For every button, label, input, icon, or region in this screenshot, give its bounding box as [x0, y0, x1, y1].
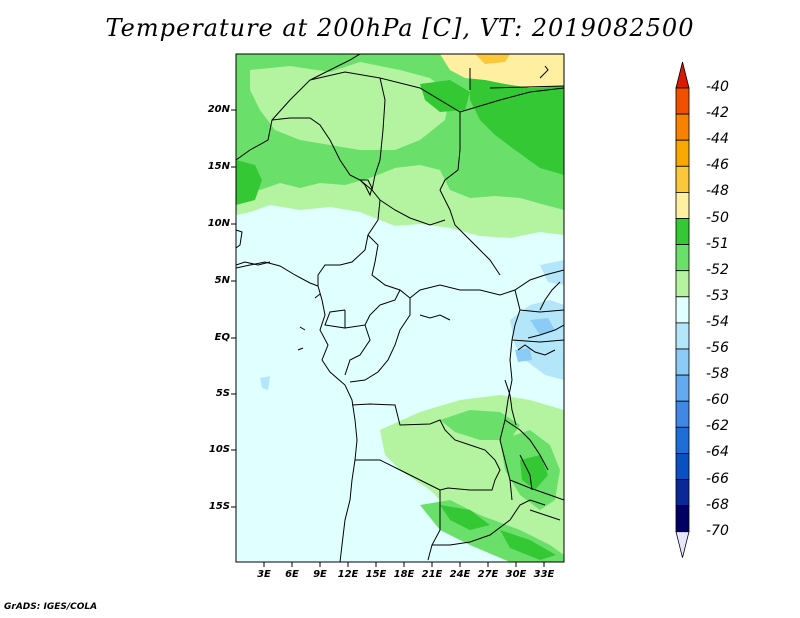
colorbar-swatch — [675, 426, 690, 454]
colorbar-label: -51 — [706, 235, 729, 252]
colorbar-swatch — [675, 113, 690, 141]
colorbar-arrow-top — [675, 61, 690, 89]
field-dark-green-patch — [420, 80, 470, 112]
colorbar-swatch — [675, 270, 690, 298]
map-frame — [235, 53, 565, 563]
lon-label: 12E — [337, 569, 359, 580]
temperature-field — [236, 54, 564, 562]
colorbar-label: -50 — [706, 209, 729, 226]
colorbar-label: -53 — [706, 287, 729, 304]
lat-label: 20N — [207, 104, 230, 115]
colorbar-swatch — [675, 505, 690, 533]
colorbar-label: -60 — [706, 392, 729, 409]
lon-label: 21E — [421, 569, 443, 580]
colorbar — [675, 61, 690, 558]
field-yellow — [440, 54, 564, 88]
colorbar-swatch — [675, 322, 690, 350]
field-blue-patch-2 — [515, 348, 532, 362]
colorbar-label: -54 — [706, 313, 729, 330]
lon-label: 24E — [449, 569, 471, 580]
lat-label: EQ — [214, 332, 230, 343]
lon-label: 33E — [533, 569, 555, 580]
lat-ticks — [231, 109, 236, 508]
lat-label: 10N — [207, 218, 230, 229]
field-light-blue-ne — [540, 260, 564, 285]
field-light-blue-west — [260, 376, 270, 390]
lon-label: 9E — [313, 569, 327, 580]
colorbar-label: -64 — [706, 444, 729, 461]
colorbar-swatch — [675, 218, 690, 246]
lon-label: 27E — [477, 569, 499, 580]
colorbar-arrow-bottom — [675, 531, 690, 558]
colorbar-label: -58 — [706, 366, 729, 383]
colorbar-swatch — [675, 400, 690, 428]
lat-label: 15S — [208, 501, 230, 512]
lat-label: 5S — [215, 388, 230, 399]
lon-label: 3E — [257, 569, 271, 580]
map-title: Temperature at 200hPa [C], VT: 201908250… — [105, 14, 695, 42]
colorbar-swatch — [675, 87, 690, 115]
colorbar-label: -70 — [706, 522, 729, 539]
colorbar-label: -56 — [706, 340, 729, 356]
colorbar-label: -66 — [706, 470, 729, 487]
field-dark-green-south-2 — [500, 530, 556, 560]
colorbar-label: -44 — [706, 131, 729, 148]
lat-label: 10S — [208, 444, 230, 455]
colorbar-swatch — [675, 452, 690, 480]
field-mid-green-south-1 — [440, 410, 520, 440]
lat-label: 15N — [207, 161, 230, 172]
country-borders — [236, 54, 564, 562]
colorbar-label: -46 — [706, 157, 729, 174]
lon-label: 30E — [505, 569, 527, 580]
field-yellow-dark — [475, 54, 510, 64]
colorbar-label: -48 — [706, 183, 729, 200]
footer-credit: GrADS: IGES/COLA — [4, 602, 98, 612]
field-dark-green-west — [236, 160, 262, 205]
lat-label: 5N — [214, 275, 230, 286]
lon-label: 15E — [365, 569, 387, 580]
colorbar-swatch — [675, 374, 690, 402]
colorbar-swatch — [675, 165, 690, 193]
field-light-blue-east — [510, 300, 564, 380]
field-blue-patch — [530, 318, 555, 335]
colorbar-swatch — [675, 296, 690, 324]
colorbar-label: -40 — [706, 79, 729, 95]
colorbar-label: -42 — [706, 105, 729, 122]
lon-label: 6E — [285, 569, 299, 580]
colorbar-swatch — [675, 348, 690, 376]
colorbar-swatch — [675, 191, 690, 219]
field-light-green-patch — [250, 62, 450, 150]
field-dark-green-ne — [470, 66, 564, 175]
colorbar-swatch — [675, 139, 690, 167]
colorbar-label: -68 — [706, 496, 729, 513]
field-dark-green-south-1 — [440, 505, 490, 530]
colorbar-label: -62 — [706, 418, 729, 435]
field-dark-green-south-3 — [520, 455, 548, 490]
lon-ticks — [263, 562, 545, 567]
lon-label: 18E — [393, 569, 415, 580]
colorbar-label: -52 — [706, 261, 729, 278]
colorbar-swatch — [675, 479, 690, 507]
colorbar-swatch — [675, 244, 690, 272]
